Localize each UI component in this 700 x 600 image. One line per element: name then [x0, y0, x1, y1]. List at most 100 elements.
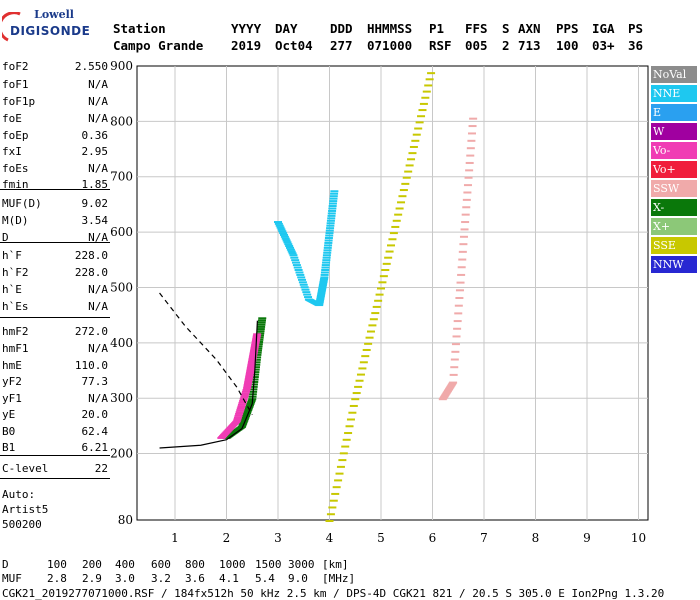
y-tick-label: 800	[110, 114, 133, 128]
echo-point	[322, 254, 331, 257]
echo-point	[344, 432, 353, 435]
param-key: hmE	[2, 359, 22, 372]
echo-point	[418, 109, 427, 112]
echo-point	[241, 416, 250, 419]
param-value: 9.02	[81, 197, 109, 210]
echo-point	[415, 121, 424, 124]
hdr-label-p1: P1	[429, 21, 445, 36]
echo-point	[324, 237, 333, 240]
param-value: 3.54	[81, 214, 109, 227]
echo-point	[239, 400, 248, 403]
echo-point	[379, 275, 388, 278]
echo-point	[454, 304, 463, 307]
param-row-9: M(D) 3.54	[2, 214, 108, 228]
param-separator	[0, 317, 110, 318]
footer-muf-value: 9.0	[288, 572, 308, 585]
echo-point	[232, 420, 241, 423]
echo-point	[325, 234, 334, 237]
echo-point	[302, 291, 311, 294]
param-key: hmF1	[2, 342, 29, 355]
echo-point	[244, 408, 253, 411]
param-key: foF1	[2, 78, 29, 91]
echo-point	[325, 520, 334, 522]
param-row-22: B1 6.21	[2, 441, 108, 455]
echo-trace-ssw	[438, 117, 478, 401]
echo-point	[453, 320, 462, 323]
echo-point	[331, 492, 340, 495]
echo-point	[277, 228, 286, 231]
echo-point	[257, 323, 266, 326]
echo-point	[293, 266, 302, 269]
echo-point	[316, 299, 325, 302]
echo-point	[319, 279, 328, 282]
echo-point	[362, 348, 371, 351]
param-row-23: C-level 22	[2, 462, 108, 476]
hdr-value-ps: 36	[628, 38, 644, 53]
param-row-10: D N/A	[2, 231, 108, 245]
echo-point	[455, 289, 464, 292]
echo-point	[330, 190, 339, 193]
echo-point	[327, 217, 336, 220]
echo-point	[345, 425, 354, 428]
echo-point	[326, 224, 335, 227]
echo-point	[450, 366, 459, 369]
echo-point	[322, 259, 331, 262]
echo-point	[327, 212, 336, 215]
echo-point	[233, 416, 242, 419]
hdr-label-ffs: FFS	[465, 21, 488, 36]
param-row-15: hmF2 272.0	[2, 325, 108, 339]
param-row-6: foEs N/A	[2, 162, 108, 176]
param-value: N/A	[88, 342, 108, 355]
param-value: N/A	[88, 392, 108, 405]
echo-trace-sse	[325, 72, 436, 522]
echo-point	[332, 486, 341, 489]
footer-info: CGK21_2019277071000.RSF / 184fx512h 50 k…	[2, 587, 665, 600]
echo-point	[279, 232, 288, 235]
footer-d-value: 1500	[255, 558, 282, 571]
param-key: M(D)	[2, 214, 29, 227]
param-key: foF1p	[2, 95, 36, 108]
hdr-value-yyyy: 2019	[231, 38, 262, 53]
footer-muf-unit: [MHz]	[322, 572, 356, 585]
echo-point	[243, 384, 252, 387]
echo-point	[240, 418, 249, 421]
legend-item-vo-: Vo-	[651, 142, 697, 159]
param-row-20: yE 20.0	[2, 408, 108, 422]
echo-point	[248, 357, 257, 360]
echo-point	[422, 90, 431, 93]
echo-point	[296, 273, 305, 276]
echo-point	[351, 398, 360, 401]
echo-point	[239, 422, 248, 425]
echo-point	[405, 164, 414, 167]
echo-point	[371, 312, 380, 315]
echo-point	[323, 249, 332, 252]
echo-point	[458, 258, 467, 261]
echo-point	[319, 282, 328, 285]
echo-point	[408, 152, 417, 155]
echo-point	[469, 117, 478, 120]
echo-point	[449, 373, 458, 376]
echo-point	[342, 438, 351, 441]
footer-muf-value: 3.0	[115, 572, 135, 585]
echo-point	[449, 381, 458, 384]
echo-point	[236, 409, 245, 412]
param-row-0: foF2 2.550	[2, 60, 108, 74]
echo-point	[297, 276, 306, 279]
echo-point	[238, 401, 247, 404]
echo-point	[240, 396, 249, 399]
echo-point	[409, 145, 418, 148]
param-key: yF1	[2, 392, 22, 405]
echo-point	[385, 250, 394, 253]
echo-point	[251, 342, 260, 345]
echo-point	[457, 266, 466, 269]
echo-point	[325, 229, 334, 232]
echo-point	[256, 328, 265, 331]
param-key: foEs	[2, 162, 29, 175]
echo-point	[280, 235, 289, 238]
param-key: B1	[2, 441, 16, 454]
echo-point	[452, 335, 461, 338]
echo-point	[468, 125, 477, 128]
param-key: h`Es	[2, 300, 29, 313]
echo-point	[368, 324, 377, 327]
echo-point	[374, 299, 383, 302]
